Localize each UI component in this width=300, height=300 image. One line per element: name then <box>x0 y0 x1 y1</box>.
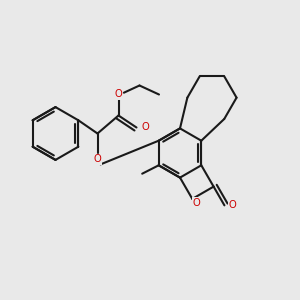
Text: O: O <box>115 89 122 100</box>
Text: O: O <box>141 122 149 133</box>
Text: O: O <box>192 197 200 208</box>
Text: O: O <box>94 154 101 164</box>
Text: O: O <box>229 200 237 210</box>
